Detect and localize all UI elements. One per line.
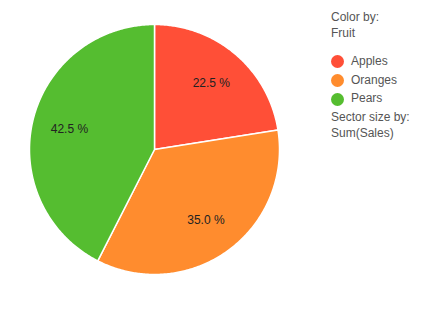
html-text:Oranges: Oranges bbox=[351, 72, 397, 87]
svg-text:42.5 %: 42.5 % bbox=[51, 122, 89, 136]
html-text:Sum(Sales): Sum(Sales) bbox=[331, 125, 394, 140]
svg-text:35.0 %: 35.0 % bbox=[187, 213, 225, 227]
html-text:Apples: Apples bbox=[351, 54, 388, 69]
html-text:Fruit: Fruit bbox=[331, 25, 355, 40]
svg-text:22.5 %: 22.5 % bbox=[193, 76, 231, 90]
html-text:Pears: Pears bbox=[351, 91, 383, 106]
html-text:Color by:: Color by: bbox=[331, 10, 379, 24]
html-text:Sector size by:: Sector size by: bbox=[331, 110, 410, 124]
